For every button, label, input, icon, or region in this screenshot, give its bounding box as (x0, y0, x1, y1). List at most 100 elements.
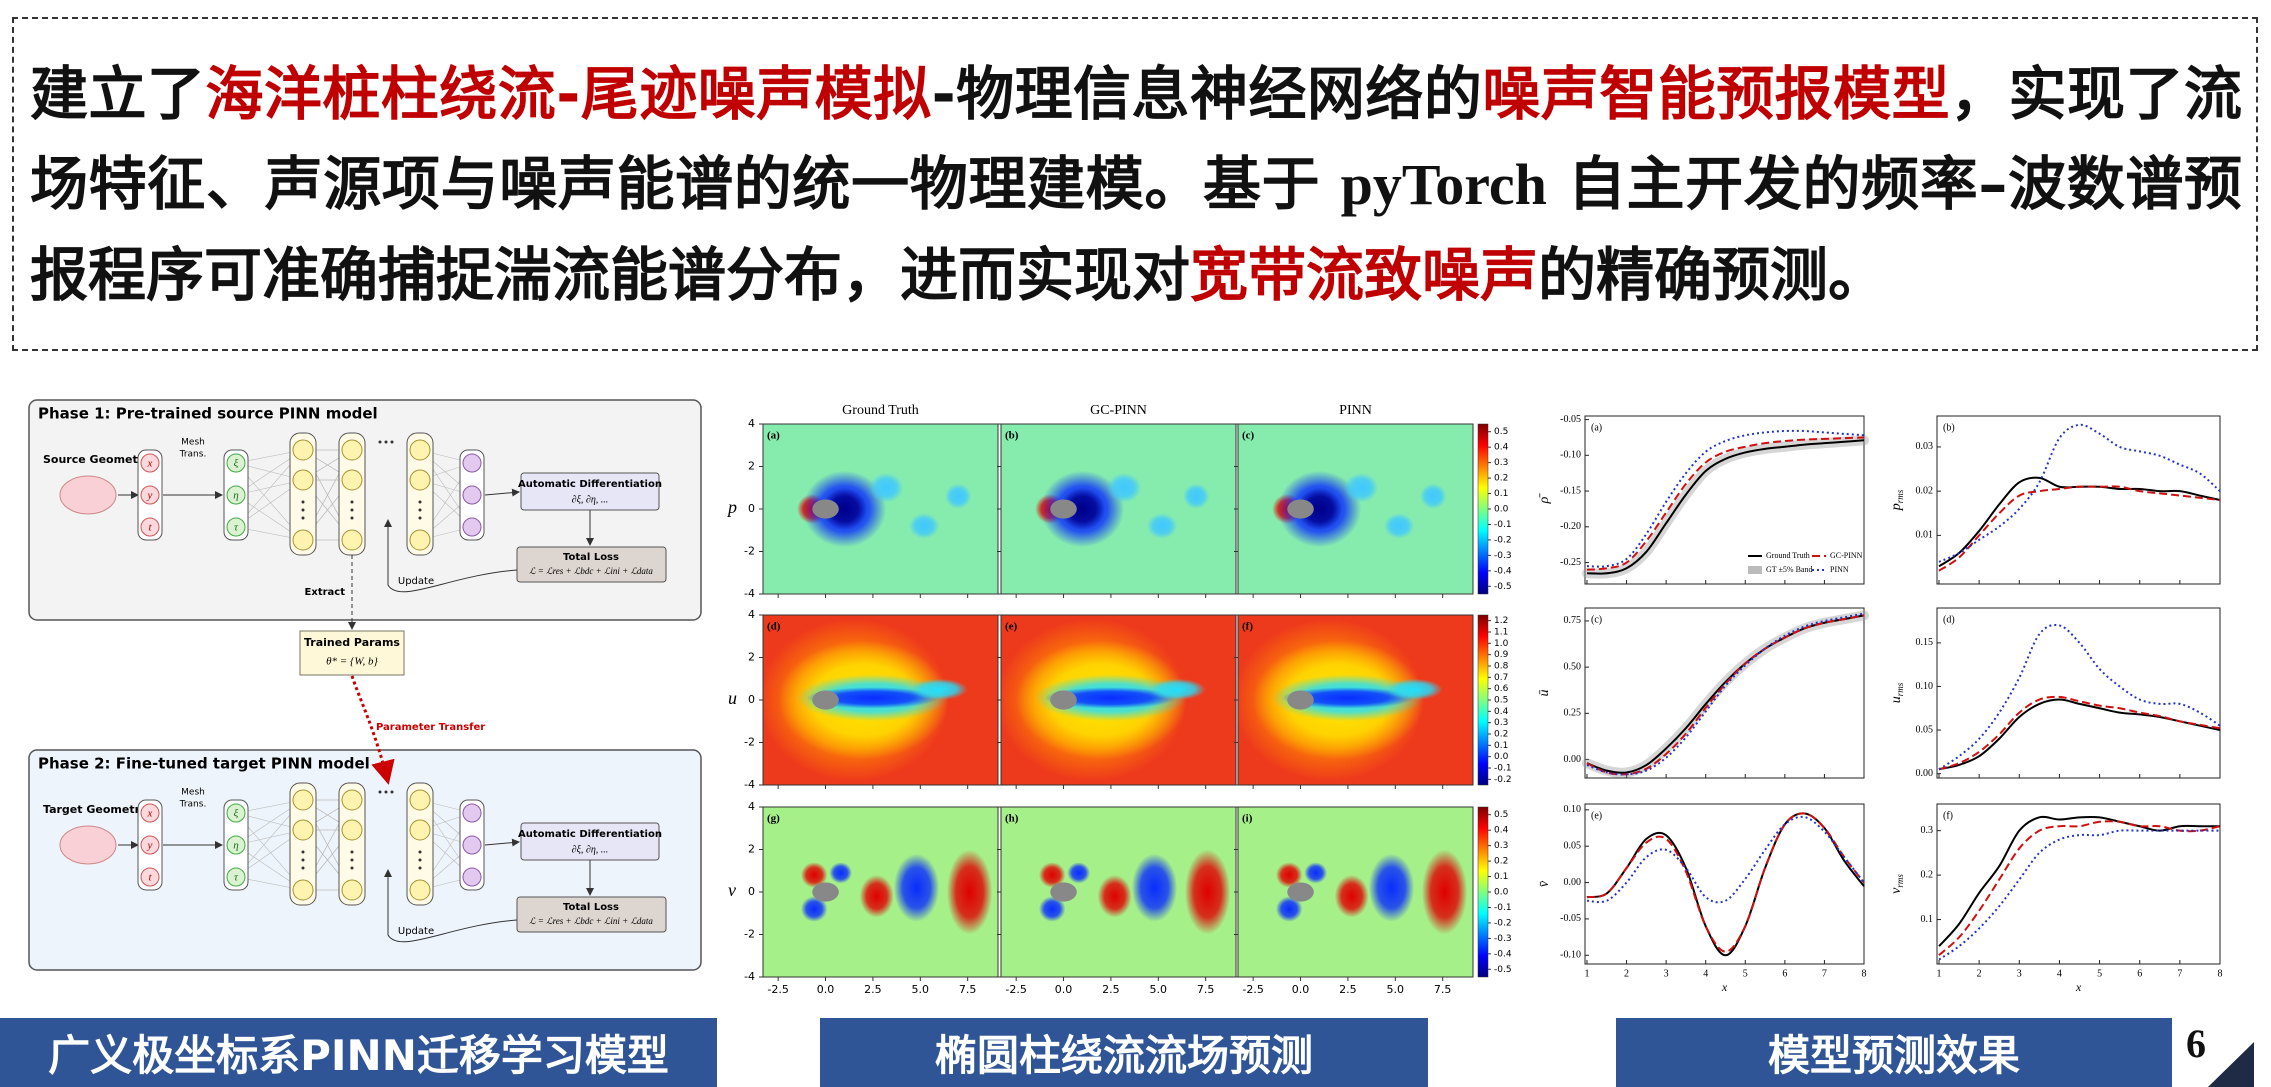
neuron (292, 439, 314, 461)
y-tick-label: 2 (748, 843, 755, 856)
geometry-label: Source Geometry (43, 453, 150, 466)
x-tick-label: 5 (2097, 968, 2102, 979)
loss-formula: ℒ = ℒres + ℒbdc + ℒini + ℒdata (529, 916, 653, 926)
mesh-label: Trans. (179, 800, 207, 810)
x-tick-label: 0.0 (1055, 983, 1073, 996)
contour-field (763, 807, 998, 977)
field-blob (1067, 862, 1091, 884)
field-blob (1038, 862, 1066, 888)
y-tick-label: 0.01 (1916, 530, 1934, 541)
ellipsis-dot (418, 850, 422, 854)
hidden-layer (406, 782, 434, 906)
autodiff-label: Automatic Differentiation (518, 479, 662, 490)
update-arrow (384, 869, 518, 943)
series-line (1938, 485, 2221, 572)
ellipsis-dot (301, 866, 305, 870)
neuron (341, 439, 363, 461)
field-blob (1275, 896, 1303, 922)
field-blob (1304, 862, 1328, 884)
y-axis-symbol: p (1889, 503, 1904, 511)
ellipsis-dot (350, 500, 354, 504)
phase-title: Phase 1: Pre-trained source PINN model (38, 405, 378, 423)
x-tick-label: 6 (2137, 968, 2142, 979)
neuron (409, 819, 431, 841)
colorbar-tick-label: 0.4 (1494, 707, 1509, 717)
y-tick-label: 0.15 (1916, 637, 1934, 648)
ellipsis-dot (350, 850, 354, 854)
colorbar-tick-label: 0.2 (1494, 730, 1508, 740)
y-tick-label: 2 (748, 651, 755, 664)
x-tick-label: 2 (1977, 968, 1982, 979)
x-tick-label: 2.5 (1102, 983, 1120, 996)
panel-label: (d) (767, 621, 781, 633)
y-axis-label: urms (1889, 682, 1905, 703)
input-symbol: ξ (234, 458, 239, 470)
panel-label: (c) (1242, 430, 1255, 442)
colorbar-tick-label: 0.5 (1494, 810, 1508, 820)
mesh-label: Trans. (179, 450, 207, 460)
input-node (140, 453, 160, 473)
x-tick-label: 2.5 (864, 983, 882, 996)
transfer-arrow (350, 675, 395, 785)
y-tick-label: -0.20 (1560, 521, 1581, 532)
ellipsis-dot (301, 508, 305, 512)
plot-frame (1936, 415, 2221, 585)
colorbar-tick-label: 0.4 (1494, 443, 1509, 453)
column-title: GC-PINN (1090, 403, 1147, 418)
neuron (292, 819, 314, 841)
x-tick-label: 0.0 (1292, 983, 1310, 996)
field-blob (1383, 513, 1415, 539)
legend-label: GC-PINN (1830, 551, 1863, 560)
y-tick-label: 0.00 (1916, 768, 1934, 779)
field-blob (1131, 853, 1178, 922)
loss-box (516, 896, 667, 933)
input-symbol: y (147, 490, 153, 502)
field-blob (859, 875, 894, 918)
neuron (292, 529, 314, 551)
headline-text: ，实现了流场特征、声源项与噪声能谱的统一物理建模。基于 (30, 60, 2242, 218)
colorbar-tick-label: -0.4 (1494, 949, 1512, 959)
input-symbol: t (148, 872, 152, 884)
y-axis-subscript: rms (1895, 874, 1905, 888)
headline-code: pyTorch (1340, 152, 1547, 217)
colorbar-tick-label: -0.2 (1494, 775, 1512, 785)
y-tick-label: -2 (744, 545, 755, 558)
cylinder (812, 690, 839, 710)
colorbar-tick-label: -0.2 (1494, 918, 1512, 928)
ellipsis-dot (350, 508, 354, 512)
y-tick-label: 0.25 (1564, 708, 1582, 719)
params-box (299, 630, 405, 676)
ellipsis-dot (418, 516, 422, 520)
colorbar-tick-label: 0.4 (1494, 826, 1509, 836)
x-tick-label: 1 (1584, 968, 1589, 979)
input-symbol: η (233, 490, 238, 502)
cylinder (1287, 882, 1314, 902)
column-title: Ground Truth (842, 403, 919, 418)
y-tick-label: 0 (748, 502, 755, 515)
x-tick-label: 4 (2057, 968, 2062, 979)
field-blob (1182, 483, 1210, 509)
field-blob (800, 896, 828, 922)
contour-field (1001, 424, 1236, 594)
y-tick-label: 0 (748, 885, 755, 898)
panel-label: (b) (1005, 430, 1019, 442)
ellipsis-dot (301, 516, 305, 520)
input-node (140, 485, 160, 505)
colorbar-tick-label: 0.5 (1494, 696, 1508, 706)
series-line (1586, 439, 1865, 575)
y-tick-label: -4 (744, 587, 755, 600)
neuron (341, 469, 363, 491)
colorbar-tick-label: 0.8 (1494, 662, 1509, 672)
colorbar-tick-label: 0.5 (1494, 427, 1508, 437)
autodiff-ops: ∂ξ, ∂η, ... (572, 494, 609, 505)
y-tick-label: 0.10 (1916, 681, 1934, 692)
update-label: Update (398, 926, 434, 937)
hidden-layer (338, 782, 366, 906)
neuron (292, 789, 314, 811)
y-tick-label: 0.05 (1564, 840, 1582, 851)
x-tick-label: 2 (1624, 968, 1629, 979)
colorbar-tick-label: -0.5 (1494, 582, 1512, 592)
neuron (409, 789, 431, 811)
field-blob (1038, 896, 1066, 922)
y-tick-label: 0.2 (1921, 869, 1934, 880)
